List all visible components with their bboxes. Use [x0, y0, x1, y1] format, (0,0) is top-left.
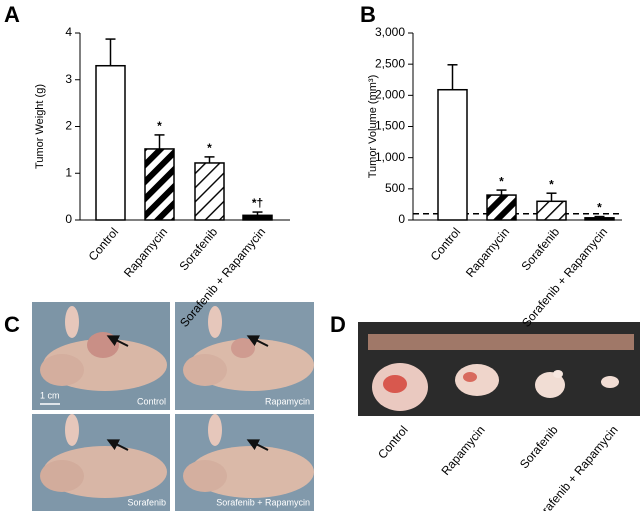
panel-label: B — [360, 2, 376, 27]
y-tick-label: 4 — [65, 25, 72, 39]
panel-label: A — [4, 2, 20, 27]
panel-label: C — [4, 312, 20, 337]
x-tick-label: Sorafenib — [176, 225, 220, 274]
bar — [144, 148, 175, 221]
significance-label: * — [549, 177, 554, 191]
y-axis-label: Tumor Volume (mm³) — [367, 75, 379, 179]
significance-label: * — [597, 201, 602, 215]
x-tick-label: Control — [428, 225, 464, 264]
significance-label: * — [207, 141, 212, 155]
y-tick-label: 1 — [65, 165, 72, 179]
photo-label: Sorafenib — [127, 497, 166, 507]
y-tick-label: 1,500 — [375, 119, 405, 133]
photo-grid: 1 cm Control Rapamycin Sorafenib Sorafen… — [32, 302, 314, 511]
y-tick-label: 2,500 — [375, 56, 405, 70]
y-tick-label: 3,000 — [375, 25, 405, 39]
significance-label: * — [157, 119, 162, 133]
bar — [486, 194, 517, 221]
x-tick-label: Control — [86, 225, 122, 264]
y-tick-label: 2 — [65, 119, 72, 133]
photo: Sorafenib + Rapamycin — [175, 414, 314, 511]
panel-label: D — [330, 312, 346, 337]
x-tick-label: Rapamycin — [121, 225, 170, 280]
photo: Sorafenib — [32, 414, 170, 511]
photo-category-label: Rapamycin — [438, 423, 487, 478]
photo: Rapamycin — [175, 302, 314, 410]
y-axis-label: Tumor Weight (g) — [34, 84, 46, 169]
y-tick-label: 2,000 — [375, 88, 405, 102]
bar — [536, 200, 567, 221]
bar — [437, 88, 468, 221]
photo-label: Rapamycin — [265, 396, 310, 406]
bar — [584, 217, 615, 221]
tumor-photo — [358, 322, 640, 416]
photo-category-label: Control — [375, 423, 411, 462]
x-tick-label: Sorafenib — [518, 225, 562, 274]
y-tick-label: 3 — [65, 72, 72, 86]
x-tick-label: Sorafenib + Rapamycin — [519, 225, 610, 330]
significance-label: *† — [252, 196, 263, 210]
photo-label: Sorafenib + Rapamycin — [216, 497, 310, 507]
y-tick-label: 1,000 — [375, 150, 405, 164]
x-tick-label: Rapamycin — [463, 225, 512, 280]
bar — [95, 64, 126, 221]
bar — [194, 162, 225, 221]
photo-label: Control — [137, 396, 166, 406]
photo: 1 cm Control — [32, 302, 170, 410]
scale-bar-label: 1 cm — [40, 390, 60, 400]
y-tick-label: 500 — [385, 181, 405, 195]
y-tick-label: 0 — [65, 212, 72, 226]
significance-label: * — [499, 174, 504, 188]
bar — [242, 214, 273, 221]
photo-category-label: Sorafenib — [517, 423, 561, 472]
y-tick-label: 0 — [398, 212, 405, 226]
